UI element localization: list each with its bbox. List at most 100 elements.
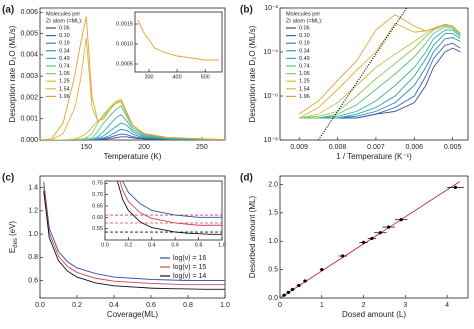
y-tick-label: 0.0 (268, 295, 278, 302)
y-tick-label: 0.70 (92, 192, 103, 198)
y-tick-label: 0.55 (92, 226, 103, 232)
y-tick-label: 0.0015 (116, 21, 133, 27)
y-tick-label: 0.8 (28, 254, 38, 261)
legend-label: 0.74 (299, 63, 310, 69)
y-tick-label: 0.003 (20, 73, 38, 80)
legend-label: 0.05 (59, 25, 70, 31)
x-tick-label: 0.0 (35, 302, 45, 309)
x-tick-label: 4 (445, 302, 449, 309)
series-line (299, 32, 461, 119)
y-tick-label: 1.2 (28, 208, 38, 215)
legend-label: 1.54 (59, 86, 70, 92)
series-line (43, 181, 225, 282)
legend-label: 0.10 (59, 33, 70, 39)
y-axis-label: Edes (eV) (8, 221, 18, 253)
y-tick-label: 10⁻⁴ (264, 49, 279, 56)
y-tick-label: 0.000 (20, 137, 38, 144)
y-axis-label: Desorption rate D₂O (ML/s) (248, 25, 257, 122)
y-tick-label: 10⁻⁶ (264, 93, 278, 100)
x-tick-label: 0.6 (171, 242, 179, 248)
panel-label: (d) (240, 173, 253, 184)
x-tick-label: 0.4 (148, 242, 156, 248)
fit-line (280, 181, 460, 298)
x-tick-label: 0.2 (125, 242, 133, 248)
data-point (297, 283, 301, 288)
y-axis-label: Desorption rate D₂O (ML/s) (8, 25, 17, 122)
series-line (299, 25, 461, 119)
y-axis-label-main: E (8, 248, 17, 253)
y-tick-label: 0.60 (92, 215, 103, 221)
y-axis-label-main: Desorption rate D₂O (ML/s) (248, 25, 257, 122)
legend-label: 1.96 (59, 94, 70, 100)
x-tick-label: 1 (320, 302, 324, 309)
y-tick-label: 0.0005 (116, 61, 133, 67)
legend-title: Molecules per (46, 11, 80, 17)
x-tick-label: 0.008 (329, 144, 347, 151)
data-point (341, 254, 345, 258)
series-line (40, 128, 225, 140)
y-tick-label: 1.5 (268, 210, 278, 217)
panel-label: (b) (240, 5, 253, 16)
x-tick-label: 0.6 (146, 302, 156, 309)
y-tick-label: 2.0 (268, 181, 278, 188)
data-point (378, 231, 382, 235)
x-tick-label: 0.4 (109, 302, 119, 309)
legend-label: log(ν) = 14 (173, 273, 206, 280)
y-axis-label-main: Desorption rate D₂O (ML/s) (8, 25, 17, 122)
data-point (370, 236, 374, 241)
legend-label: 1.05 (59, 71, 70, 77)
legend-label: log(ν) = 16 (173, 255, 206, 262)
legend-title: Zr atom (=ML): (286, 18, 323, 24)
data-point (290, 287, 295, 292)
series-line (137, 19, 220, 61)
x-axis-label: Dosed amount (L) (342, 310, 406, 319)
data-point (399, 218, 403, 222)
x-tick-label: 0.009 (290, 144, 308, 151)
data-point (387, 225, 391, 229)
x-tick-label: 300 (144, 74, 153, 80)
data-point (282, 293, 286, 297)
x-tick-label: 1.0 (220, 302, 230, 309)
legend-label: 0.10 (299, 33, 310, 39)
legend-label: 0.34 (59, 48, 70, 54)
data-point (453, 185, 458, 189)
x-axis-label: 1 / Temperature (K⁻¹) (336, 152, 412, 161)
x-tick-label: 0 (278, 302, 282, 309)
x-tick-label: 2 (362, 302, 366, 309)
y-tick-label: 1.0 (268, 238, 278, 245)
panel-label: (a) (2, 5, 14, 16)
series-line (43, 186, 225, 286)
legend-label: 1.25 (299, 79, 310, 85)
x-tick-label: 0.0 (101, 242, 109, 248)
series-line (116, 181, 222, 235)
y-tick-label: 10⁻⁸ (264, 137, 278, 144)
x-tick-label: 1.0 (218, 242, 226, 248)
x-tick-label: 400 (173, 74, 182, 80)
x-tick-label: 200 (138, 144, 150, 151)
x-tick-label: 0.005 (444, 144, 462, 151)
x-tick-label: 500 (201, 74, 210, 80)
series-line (43, 191, 225, 290)
series-line (122, 181, 222, 218)
x-axis-label: Temperature (K) (104, 152, 162, 161)
series-line (40, 122, 225, 140)
legend-label: 0.49 (299, 56, 310, 62)
y-tick-label: 0.6 (28, 277, 38, 284)
y-tick-label: 0.75 (92, 181, 103, 187)
x-tick-label: 0.007 (367, 144, 385, 151)
y-tick-label: 10⁻² (264, 5, 278, 12)
legend-title: Zr atom (=ML): (46, 18, 83, 24)
series-line (40, 16, 225, 140)
x-axis-label: Coverage(ML) (107, 310, 158, 319)
y-tick-label: 0.0010 (116, 41, 133, 47)
y-tick-label: 0.002 (20, 94, 38, 101)
y-axis-label-main: Desorbed amount (ML) (248, 196, 257, 279)
x-tick-label: 0.8 (183, 302, 193, 309)
y-axis-label-sub: des (13, 238, 19, 248)
legend-label: log(ν) = 15 (173, 264, 206, 271)
legend-label: 1.96 (299, 94, 310, 100)
legend-label: 1.05 (299, 71, 310, 77)
panel-label: (c) (2, 173, 14, 184)
